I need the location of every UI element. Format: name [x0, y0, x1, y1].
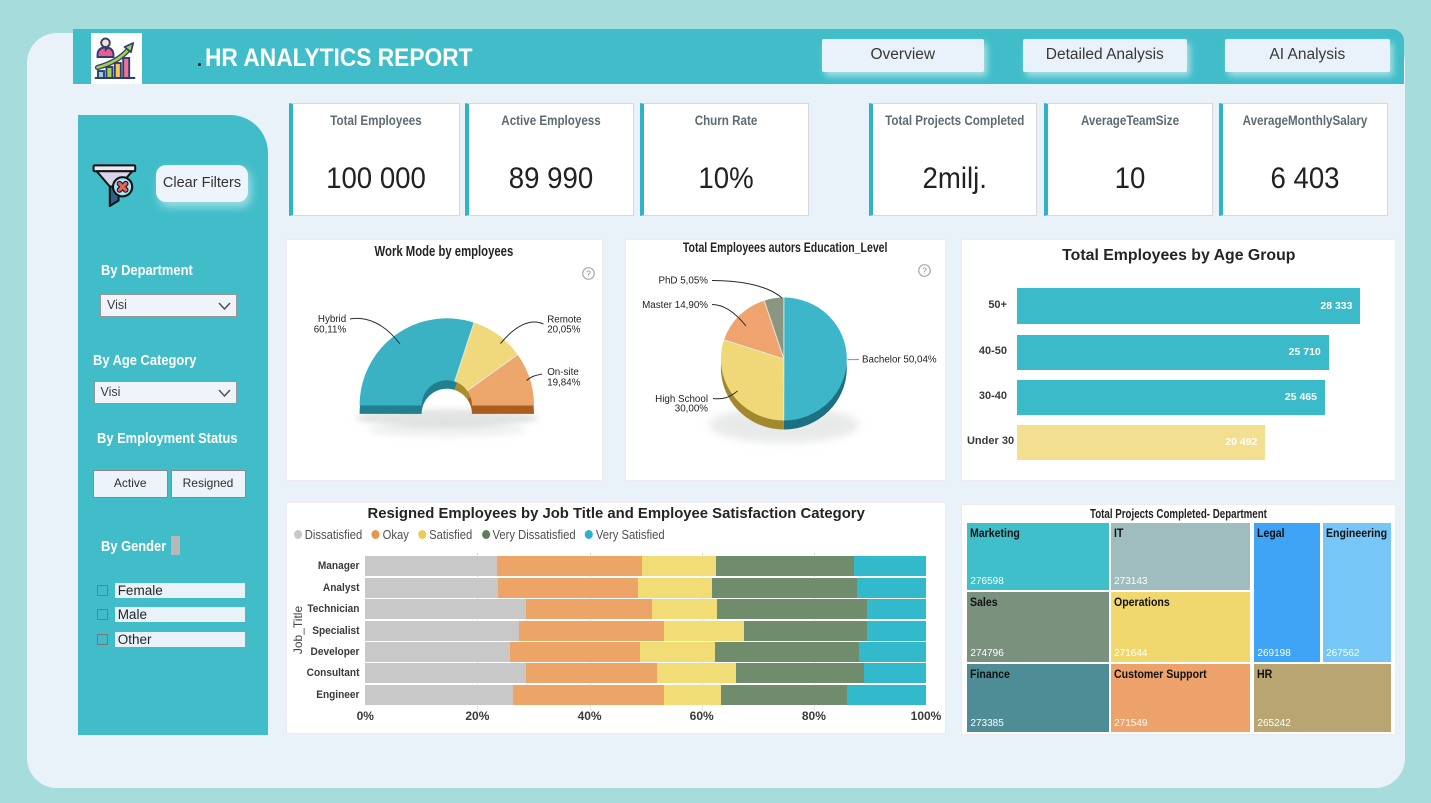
svg-text:Bachelor 50,04%: Bachelor 50,04%	[862, 355, 937, 366]
svg-text:20,05%: 20,05%	[547, 325, 581, 336]
svg-text:19,84%: 19,84%	[547, 378, 581, 389]
svg-text:?: ?	[922, 265, 927, 275]
svg-text:PhD 5,05%: PhD 5,05%	[659, 276, 709, 287]
svg-text:Master 14,90%: Master 14,90%	[642, 300, 708, 311]
svg-text:?: ?	[586, 269, 591, 279]
svg-text:High School: High School	[655, 394, 708, 405]
svg-text:Hybrid: Hybrid	[317, 314, 345, 325]
svg-text:Remote: Remote	[547, 315, 582, 326]
svg-text:60,11%: 60,11%	[313, 325, 346, 336]
svg-text:30,00%: 30,00%	[675, 404, 709, 415]
svg-text:On-site: On-site	[547, 367, 579, 378]
